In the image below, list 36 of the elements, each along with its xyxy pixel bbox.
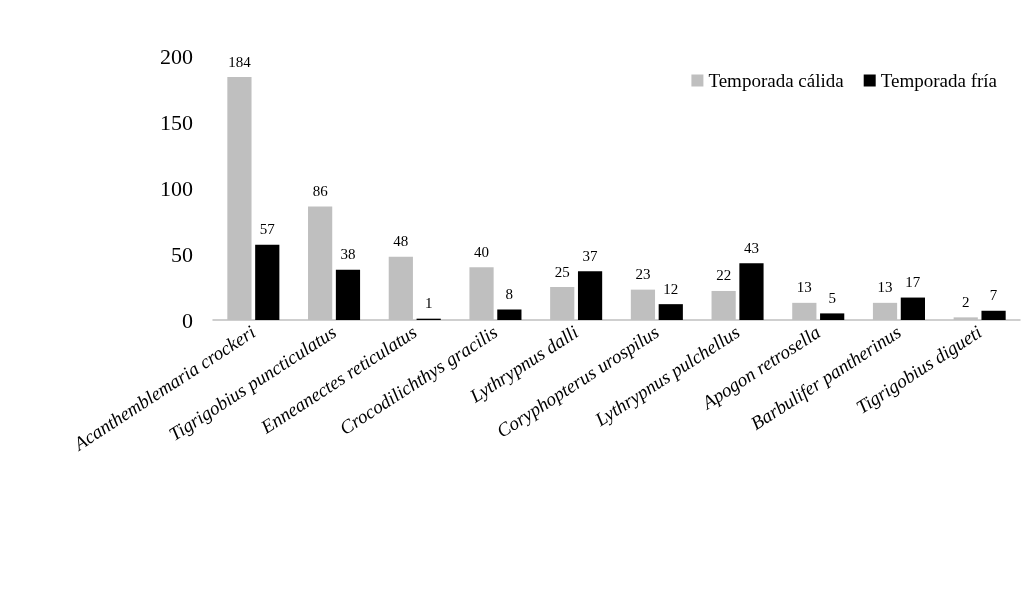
bar bbox=[577, 271, 603, 320]
data-label: 23 bbox=[635, 266, 651, 283]
bar bbox=[255, 244, 280, 320]
data-label: 13 bbox=[796, 279, 812, 296]
legend-label: Temporada cálida bbox=[708, 70, 845, 91]
bar bbox=[739, 263, 764, 320]
data-label: 22 bbox=[716, 267, 732, 284]
data-label: 2 bbox=[961, 293, 970, 310]
bar bbox=[981, 310, 1006, 320]
bar bbox=[658, 304, 683, 320]
legend-label: Temporada fría bbox=[880, 70, 998, 91]
bar bbox=[497, 309, 522, 320]
data-label: 8 bbox=[505, 285, 514, 302]
data-label: 38 bbox=[340, 246, 356, 263]
data-label: 12 bbox=[663, 280, 679, 297]
data-label: 7 bbox=[989, 287, 998, 304]
bar bbox=[335, 269, 361, 320]
y-tick-label: 100 bbox=[160, 175, 193, 201]
data-label: 86 bbox=[312, 182, 329, 199]
data-label: 5 bbox=[828, 289, 836, 306]
data-label: 48 bbox=[393, 233, 409, 250]
data-label: 25 bbox=[554, 263, 570, 280]
y-tick-label: 200 bbox=[160, 43, 193, 69]
data-label: 17 bbox=[905, 274, 921, 291]
data-label: 40 bbox=[474, 243, 490, 260]
y-tick-label: 150 bbox=[160, 109, 193, 135]
bar bbox=[820, 313, 845, 320]
y-tick-label: 0 bbox=[182, 307, 193, 333]
data-label: 1 bbox=[424, 295, 433, 312]
data-label: 37 bbox=[582, 247, 599, 264]
y-tick-label: 50 bbox=[171, 241, 193, 267]
data-label: 57 bbox=[259, 221, 276, 238]
data-label: 184 bbox=[228, 53, 252, 70]
data-label: 43 bbox=[743, 239, 759, 256]
bar bbox=[900, 297, 925, 320]
data-label: 13 bbox=[877, 279, 893, 296]
